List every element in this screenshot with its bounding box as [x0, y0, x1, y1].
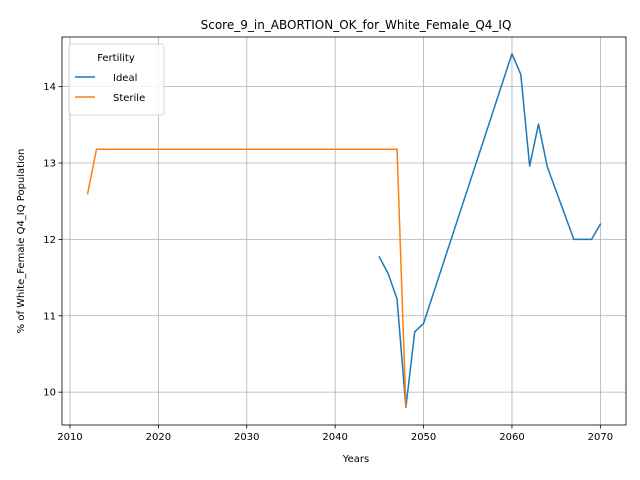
y-axis-ticks: 10 11 12 13 14: [43, 82, 62, 399]
legend-label-sterile: Sterile: [113, 93, 145, 104]
y-tick-label: 12: [43, 235, 56, 246]
series-line-sterile: [86, 148, 407, 409]
x-axis-ticks: 2010 2020 2030 2040 2050 2060 2070: [57, 425, 613, 443]
y-tick-label: 11: [43, 311, 56, 322]
legend-label-ideal: Ideal: [113, 73, 137, 84]
y-tick-label: 14: [43, 82, 56, 93]
x-tick-label: 2020: [146, 432, 171, 443]
legend-title: Fertility: [97, 53, 135, 64]
x-tick-label: 2060: [499, 432, 524, 443]
chart-title: Score_9_in_ABORTION_OK_for_White_Female_…: [201, 18, 512, 32]
legend: Fertility Ideal Sterile: [68, 43, 165, 116]
x-tick-label: 2070: [588, 432, 613, 443]
y-tick-label: 10: [43, 388, 56, 399]
grid-lines: [62, 37, 626, 425]
y-tick-label: 13: [43, 159, 56, 170]
plot-frame: [61, 36, 627, 426]
y-axis-label: % of White_Female Q4_IQ Population: [16, 149, 27, 334]
series-layer: [86, 53, 602, 409]
x-axis-label: Years: [342, 454, 369, 465]
x-tick-label: 2030: [234, 432, 259, 443]
x-tick-label: 2040: [322, 432, 347, 443]
series-line-ideal: [378, 53, 602, 409]
x-tick-label: 2010: [57, 432, 82, 443]
x-tick-label: 2050: [411, 432, 436, 443]
